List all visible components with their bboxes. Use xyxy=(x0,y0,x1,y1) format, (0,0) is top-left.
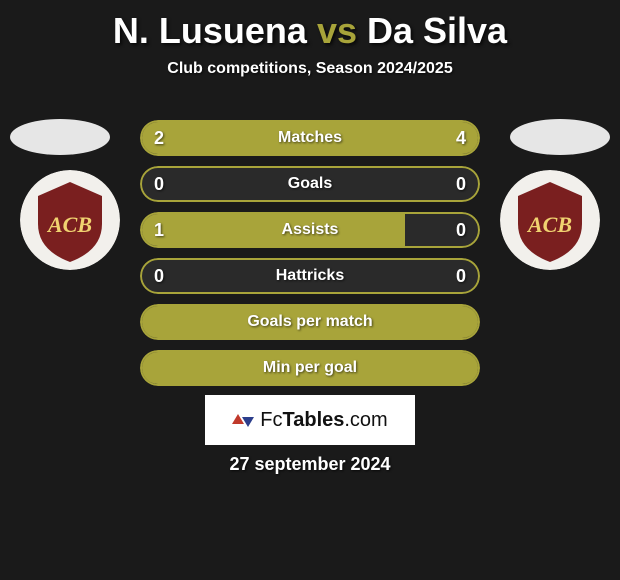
title: N. Lusuena vs Da Silva xyxy=(0,0,620,52)
stat-value-right: 0 xyxy=(456,212,466,248)
stat-label: Assists xyxy=(140,212,480,248)
stat-bar: Goals0 0 xyxy=(140,166,480,202)
stat-label: Matches xyxy=(140,120,480,156)
stat-value-right: 0 xyxy=(456,166,466,202)
logo-icon xyxy=(232,411,254,429)
stat-label: Min per goal xyxy=(140,350,480,386)
stat-bar: Goals per match xyxy=(140,304,480,340)
club-badge-left: ACB xyxy=(20,170,120,270)
avatar-right xyxy=(510,119,610,155)
stats-bars: Matches24Goals00Assists10Hattricks00Goal… xyxy=(140,120,480,396)
stat-bar: Min per goal xyxy=(140,350,480,386)
date-text: 27 september 2024 xyxy=(0,454,620,475)
stat-value-left: 0 xyxy=(154,258,164,294)
player2-name: Da Silva xyxy=(367,10,507,51)
logo-text: FcTables.com xyxy=(260,409,387,432)
vs-text: vs xyxy=(317,10,357,51)
avatar-left xyxy=(10,119,110,155)
badge-text-right: ACB xyxy=(526,212,572,237)
stat-bar: Assists1 0 xyxy=(140,212,480,248)
stat-value-left: 0 xyxy=(154,166,164,202)
stat-value-right: 0 xyxy=(456,258,466,294)
player1-name: N. Lusuena xyxy=(113,10,307,51)
stat-label: Hattricks xyxy=(140,258,480,294)
subtitle: Club competitions, Season 2024/2025 xyxy=(0,60,620,78)
badge-text-left: ACB xyxy=(46,212,92,237)
club-badge-right: ACB xyxy=(500,170,600,270)
stat-label: Goals per match xyxy=(140,304,480,340)
stat-bar: Hattricks0 0 xyxy=(140,258,480,294)
stat-bar: Matches2 4 xyxy=(140,120,480,156)
stat-label: Goals xyxy=(140,166,480,202)
fctables-logo: FcTables.com xyxy=(205,395,415,445)
stat-value-left: 2 xyxy=(154,120,164,156)
stat-value-right: 4 xyxy=(456,120,466,156)
stat-value-left: 1 xyxy=(154,212,164,248)
